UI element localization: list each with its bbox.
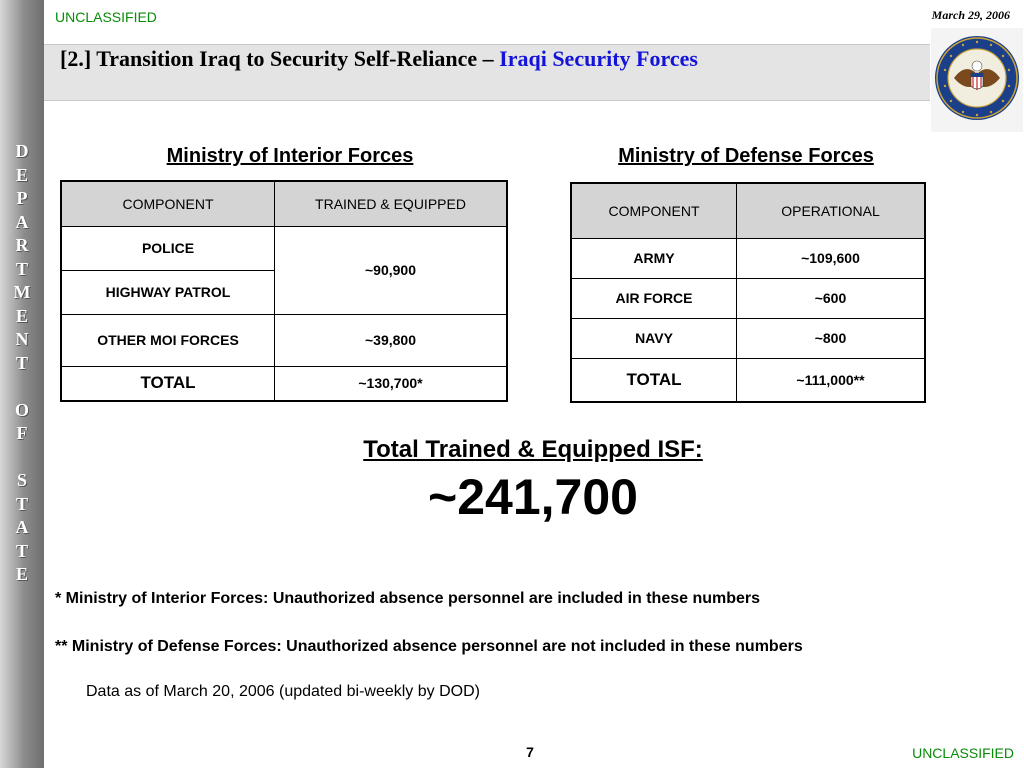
- title-main: [2.] Transition Iraq to Security Self-Re…: [60, 46, 500, 71]
- department-of-state-seal: [931, 28, 1023, 132]
- moi-total-label: TOTAL: [60, 365, 275, 402]
- total-isf-heading: Total Trained & Equipped ISF:: [363, 436, 703, 463]
- title-band: [44, 44, 930, 101]
- footnote-mod: ** Ministry of Defense Forces: Unauthori…: [55, 638, 803, 655]
- table-row: OTHER MOI FORCES ~39,800: [60, 313, 508, 367]
- table-row: AIR FORCE ~600: [570, 277, 926, 319]
- mod-table: COMPONENT OPERATIONAL ARMY ~109,600 AIR …: [570, 182, 926, 403]
- classification-top: UNCLASSIFIED: [55, 9, 157, 25]
- slide-title: [2.] Transition Iraq to Security Self-Re…: [60, 46, 820, 72]
- mod-header-row: COMPONENT OPERATIONAL: [570, 182, 926, 239]
- slide-date: March 29, 2006: [931, 8, 1010, 22]
- side-bar: D E P A R T M E N T O F S T A T E: [0, 0, 44, 768]
- moi-component-highway-patrol: HIGHWAY PATROL: [60, 269, 275, 315]
- moi-col-component: COMPONENT: [60, 180, 275, 227]
- moi-col-trained: TRAINED & EQUIPPED: [274, 180, 508, 227]
- moi-total-value: ~130,700*: [274, 365, 508, 402]
- mod-col-operational: OPERATIONAL: [736, 182, 926, 239]
- mod-col-component: COMPONENT: [570, 182, 737, 239]
- footnote-moi: * Ministry of Interior Forces: Unauthori…: [55, 590, 761, 607]
- page-number: 7: [526, 744, 534, 760]
- mod-value-navy: ~800: [736, 317, 926, 359]
- moi-heading: Ministry of Interior Forces: [166, 145, 414, 167]
- mod-component-army: ARMY: [570, 237, 737, 279]
- mod-value-air-force: ~600: [736, 277, 926, 319]
- moi-component-other: OTHER MOI FORCES: [60, 313, 275, 367]
- mod-total-label: TOTAL: [570, 357, 737, 403]
- moi-header-row: COMPONENT TRAINED & EQUIPPED: [60, 180, 508, 227]
- mod-total-row: TOTAL ~111,000**: [570, 357, 926, 403]
- mod-component-navy: NAVY: [570, 317, 737, 359]
- moi-value-other: ~39,800: [274, 313, 508, 367]
- data-as-of-note: Data as of March 20, 2006 (updated bi-we…: [86, 683, 480, 700]
- table-row: POLICE ~90,900: [60, 225, 508, 315]
- table-row: NAVY ~800: [570, 317, 926, 359]
- mod-value-army: ~109,600: [736, 237, 926, 279]
- moi-component-police: POLICE: [60, 225, 275, 271]
- mod-total-value: ~111,000**: [736, 357, 926, 403]
- department-of-state-vertical-text: D E P A R T M E N T O F S T A T E: [13, 141, 31, 584]
- moi-table: COMPONENT TRAINED & EQUIPPED POLICE ~90,…: [60, 180, 508, 402]
- moi-value-police-highway: ~90,900: [274, 225, 508, 315]
- mod-heading: Ministry of Defense Forces: [618, 145, 874, 167]
- mod-component-air-force: AIR FORCE: [570, 277, 737, 319]
- table-row: ARMY ~109,600: [570, 237, 926, 279]
- total-isf-value: ~241,700: [428, 469, 638, 525]
- moi-total-row: TOTAL ~130,700*: [60, 365, 508, 402]
- classification-bottom: UNCLASSIFIED: [912, 745, 1014, 761]
- title-accent: Iraqi Security Forces: [499, 46, 698, 71]
